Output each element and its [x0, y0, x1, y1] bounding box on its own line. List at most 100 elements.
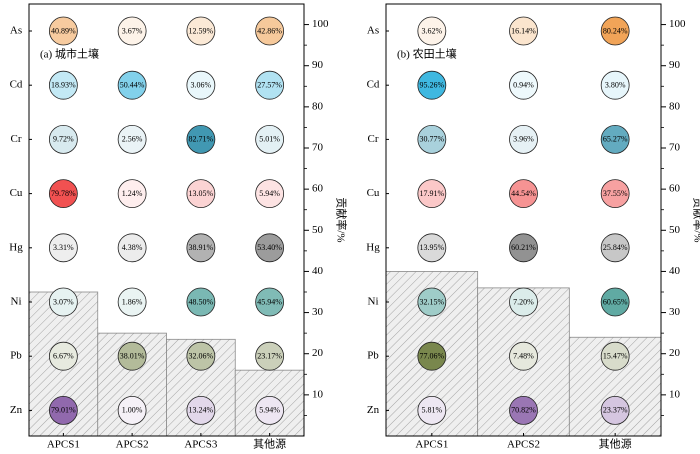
element-label-cd: Cd — [10, 79, 23, 91]
bubble-cr-2 — [117, 124, 147, 154]
bubble-as-2 — [509, 16, 538, 46]
bubble-value-label: 5.94% — [259, 189, 280, 198]
element-label-pb: Pb — [367, 350, 379, 362]
bubble-cr-3 — [186, 124, 216, 154]
bubble-ni-1 — [48, 287, 78, 317]
bubble-value-label: 12.59% — [189, 26, 214, 35]
y-tick-label: 50 — [312, 224, 324, 236]
bubble-ni-2 — [509, 287, 538, 317]
panel-title: (a) 城市土壤 — [40, 47, 99, 61]
bubble-value-label: 5.94% — [259, 406, 280, 415]
bubble-cd-1 — [48, 70, 78, 100]
bubble-cu-1 — [417, 179, 447, 209]
y-tick-label: 60 — [669, 183, 681, 195]
bubble-value-label: 9.72% — [53, 135, 74, 144]
y-tick-label: 80 — [312, 100, 324, 112]
bubble-cu-1 — [48, 179, 78, 209]
bubble-pb-1 — [48, 341, 78, 371]
bubble-cr-1 — [48, 124, 78, 154]
bubble-value-label: 13.24% — [189, 406, 214, 415]
bubble-value-label: 3.96% — [513, 135, 534, 144]
bubble-cd-3 — [186, 70, 216, 100]
bubble-cu-3 — [186, 179, 216, 209]
bubble-as-4 — [255, 16, 285, 46]
bubble-cu-3 — [600, 179, 630, 209]
bubble-value-label: 3.07% — [53, 297, 74, 306]
y-tick-label: 40 — [669, 265, 681, 277]
bubble-value-label: 0.94% — [513, 81, 534, 90]
y-tick-label: 50 — [669, 224, 681, 236]
bubble-zn-1 — [417, 395, 447, 425]
y-tick-label: 80 — [669, 100, 681, 112]
y-tick-label: 90 — [669, 59, 681, 71]
bubble-value-label: 40.89% — [51, 26, 76, 35]
bubble-cd-2 — [117, 70, 147, 100]
bubble-as-1 — [417, 16, 447, 46]
bubble-value-label: 77.06% — [419, 352, 444, 361]
bubble-cr-4 — [255, 124, 285, 154]
category-label-3: 其他源 — [599, 437, 632, 451]
category-label-3: APCS3 — [184, 439, 218, 451]
bubble-value-label: 5.81% — [421, 406, 442, 415]
bubble-value-label: 44.54% — [511, 189, 536, 198]
bubble-cd-2 — [509, 70, 538, 100]
bubble-ni-2 — [117, 287, 147, 317]
element-label-cr: Cr — [11, 133, 22, 145]
bubble-hg-2 — [117, 233, 147, 263]
bubble-value-label: 13.05% — [189, 189, 214, 198]
bubble-ni-3 — [600, 287, 630, 317]
bubble-value-label: 42.86% — [257, 26, 282, 35]
bubble-value-label: 23.37% — [603, 406, 628, 415]
bubble-value-label: 38.01% — [120, 352, 145, 361]
bubble-value-label: 17.91% — [419, 189, 444, 198]
bubble-hg-3 — [600, 233, 630, 263]
bubble-pb-1 — [417, 341, 447, 371]
bubble-value-label: 79.78% — [51, 189, 76, 198]
bubble-value-label: 60.65% — [603, 297, 628, 306]
bubble-as-3 — [600, 16, 630, 46]
bubble-cr-1 — [417, 124, 447, 154]
bubble-pb-4 — [255, 341, 285, 371]
y-tick-label: 70 — [312, 142, 324, 154]
y-tick-label: 100 — [669, 18, 686, 30]
bubble-as-2 — [117, 16, 147, 46]
y-tick-label: 30 — [669, 306, 681, 318]
bubble-value-label: 3.67% — [122, 26, 143, 35]
bubble-value-label: 16.14% — [511, 26, 536, 35]
bubble-pb-3 — [186, 341, 216, 371]
bubble-zn-2 — [509, 395, 538, 425]
bubble-value-label: 32.15% — [419, 297, 444, 306]
y-tick-label: 70 — [669, 142, 681, 154]
y-axis-label: 贡献率/% — [334, 197, 348, 242]
bubble-value-label: 1.86% — [122, 297, 143, 306]
bubble-value-label: 27.57% — [257, 81, 282, 90]
bubble-value-label: 6.67% — [53, 352, 74, 361]
bubble-cd-1 — [417, 70, 447, 100]
element-label-hg: Hg — [9, 241, 23, 253]
panel-title: (b) 农田土壤 — [397, 47, 457, 61]
panel-urban-soil: (a) 城市土壤 As 40.89% 3.67% 12.59% 42.86% Cd 18.93… — [9, 3, 348, 451]
bubble-value-label: 45.94% — [257, 297, 282, 306]
bubble-hg-1 — [48, 233, 78, 263]
bubble-pb-3 — [600, 341, 630, 371]
bubble-value-label: 7.48% — [513, 352, 534, 361]
bubble-ni-4 — [255, 287, 285, 317]
element-label-pb: Pb — [10, 350, 22, 362]
bubble-ni-1 — [417, 287, 447, 317]
y-tick-label: 100 — [312, 18, 329, 30]
element-label-zn: Zn — [367, 404, 380, 416]
bubble-cd-4 — [255, 70, 285, 100]
bubble-value-label: 48.50% — [189, 297, 214, 306]
bubble-value-label: 7.20% — [513, 297, 534, 306]
bubble-cu-2 — [509, 179, 538, 209]
element-label-cr: Cr — [368, 133, 379, 145]
element-label-hg: Hg — [366, 241, 380, 253]
bubble-value-label: 25.84% — [603, 243, 628, 252]
bubble-value-label: 32.06% — [189, 352, 214, 361]
category-label-2: APCS2 — [507, 439, 540, 451]
element-label-zn: Zn — [10, 404, 23, 416]
bubble-as-1 — [48, 16, 78, 46]
bubble-value-label: 60.21% — [511, 243, 536, 252]
y-tick-label: 20 — [669, 347, 681, 359]
